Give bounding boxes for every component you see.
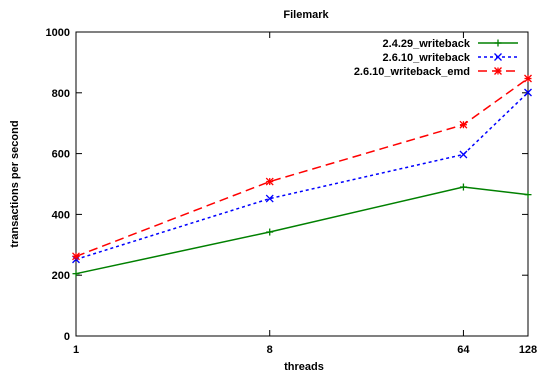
data-point — [265, 194, 274, 203]
data-point — [524, 191, 532, 199]
legend-label: 2.4.29_writeback — [383, 38, 471, 50]
data-point — [72, 270, 80, 278]
y-tick-label: 200 — [52, 270, 70, 282]
data-point — [524, 88, 532, 97]
chart-title: Filemark — [283, 9, 329, 21]
x-tick-label: 1 — [73, 344, 79, 356]
legend-marker — [494, 67, 502, 75]
plot-frame — [75, 31, 529, 337]
data-point — [459, 150, 468, 159]
y-axis-label: transactions per second — [9, 120, 21, 247]
data-point — [266, 228, 274, 236]
legend-marker — [494, 53, 502, 61]
legend: 2.4.29_writeback 2.6.10_writeback 2.6.10_w… — [354, 38, 518, 78]
y-tick-label: 800 — [52, 88, 70, 100]
data-point — [265, 177, 274, 186]
series-line-3 — [75, 77, 529, 258]
y-tick-label: 0 — [64, 331, 70, 343]
data-point — [524, 74, 532, 83]
series-line-1 — [75, 186, 529, 275]
x-tick-label: 128 — [519, 344, 537, 356]
plot-area: 0 200 400 600 800 1000 1 8 64 128 — [46, 27, 537, 356]
y-tick-label: 400 — [52, 209, 70, 221]
x-axis-label: threads — [284, 361, 324, 373]
data-point — [72, 252, 80, 261]
y-tick-label: 1000 — [46, 27, 70, 39]
legend-label: 2.6.10_writeback_emd — [354, 66, 470, 78]
series-line-2 — [75, 91, 529, 261]
legend-marker — [494, 39, 502, 47]
legend-label: 2.6.10_writeback — [383, 52, 471, 64]
x-tick-label: 8 — [267, 344, 273, 356]
data-point — [459, 183, 467, 191]
x-tick-label: 64 — [457, 344, 470, 356]
data-point — [459, 120, 468, 129]
y-tick-label: 600 — [52, 149, 70, 161]
